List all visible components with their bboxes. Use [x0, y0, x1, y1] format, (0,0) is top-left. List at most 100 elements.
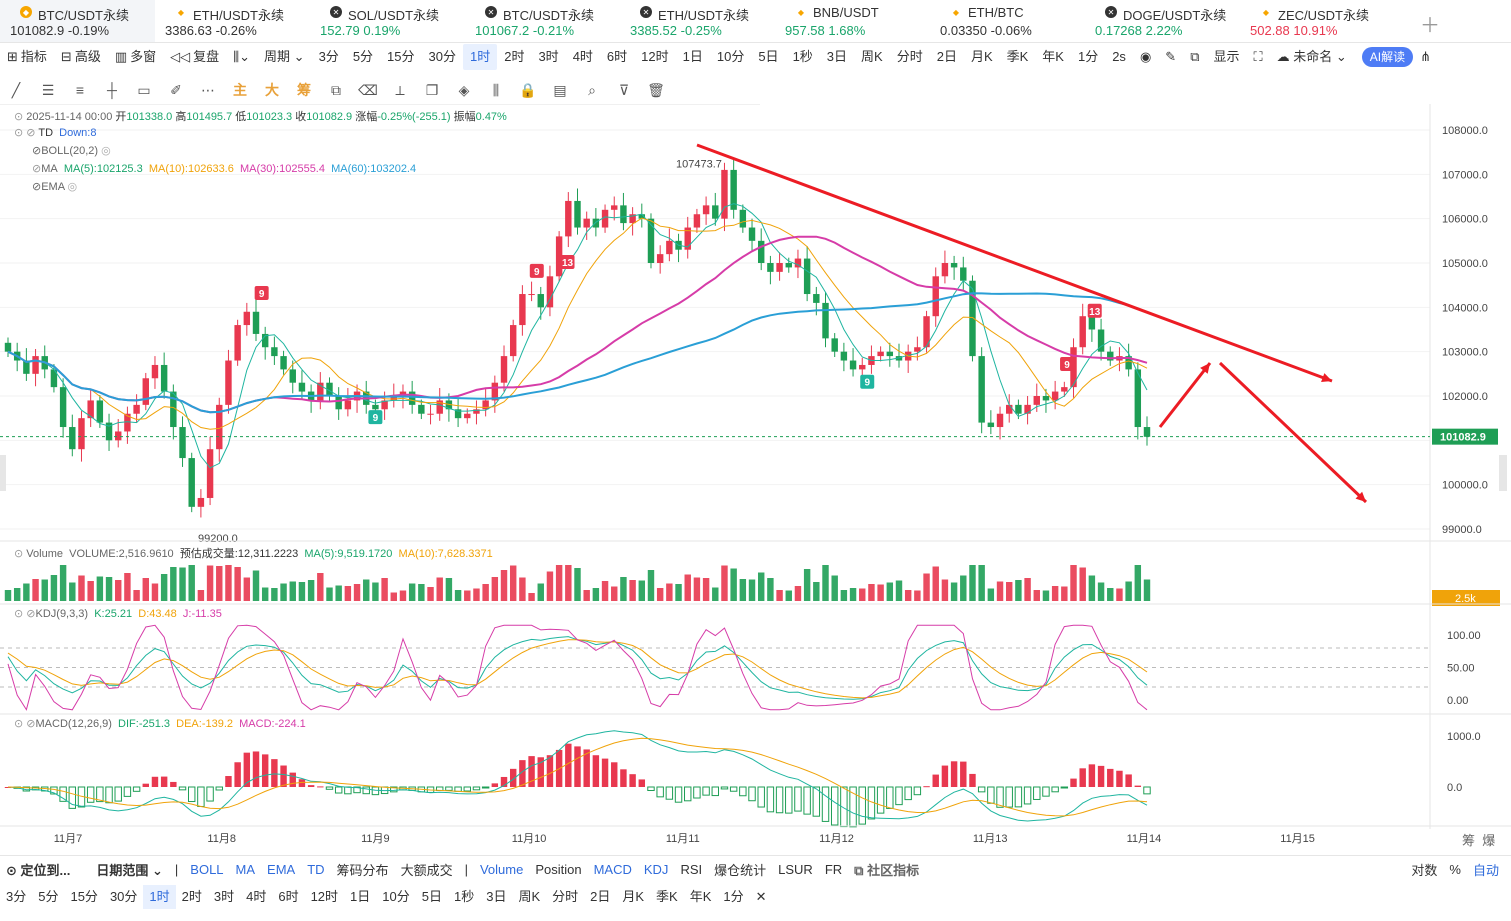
- interval-3[interactable]: 30分: [428, 49, 456, 64]
- interval-4[interactable]: 1时: [462, 44, 498, 70]
- snapshot-icon[interactable]: ⧉: [331, 81, 341, 98]
- interval-18[interactable]: 月K: [970, 49, 993, 64]
- toolbar-multi-window[interactable]: ▥ 多窗: [108, 44, 163, 70]
- interval-0[interactable]: 3分: [318, 49, 339, 64]
- ticker-tab-7[interactable]: ✕ DOGE/USDT永续 0.17268 2.22%: [1085, 0, 1240, 42]
- trend-line-icon[interactable]: ╱: [11, 81, 21, 98]
- scale-option-1[interactable]: %: [1449, 861, 1461, 877]
- period-18[interactable]: 月K: [622, 889, 645, 904]
- period-4[interactable]: 1时: [143, 885, 176, 909]
- fullscreen-icon[interactable]: ⛶: [1253, 49, 1263, 64]
- main-indicator-0[interactable]: BOLL: [190, 861, 224, 877]
- ticker-tab-2[interactable]: ✕ SOL/USDT永续 152.79 0.19%: [310, 0, 465, 42]
- interval-11[interactable]: 10分: [716, 49, 745, 64]
- parallel-icon[interactable]: ☰: [41, 81, 55, 98]
- period-21[interactable]: 1分: [723, 889, 744, 904]
- interval-17[interactable]: 2日: [936, 49, 957, 64]
- fib-icon[interactable]: ≡: [75, 82, 85, 98]
- ma-legend[interactable]: ⊘MA MA(5):102125.3 MA(10):102633.6 MA(30…: [32, 163, 417, 175]
- interval-1[interactable]: 5分: [352, 49, 374, 64]
- overlay-tool-1[interactable]: 大: [265, 82, 279, 98]
- downtrend-line[interactable]: [696, 143, 1333, 383]
- sub-indicator-2[interactable]: MACD: [593, 861, 632, 877]
- main-indicator-5[interactable]: 大额成交: [400, 862, 453, 878]
- sub-indicator-6[interactable]: LSUR: [778, 861, 813, 877]
- toolbar-advanced[interactable]: ⊟ 高级: [54, 44, 108, 70]
- price-chart[interactable]: 108000.0 107000.0 106000.0 105000.0 104000.0…: [0, 104, 1511, 854]
- period-dropdown[interactable]: 周期 ⌄: [264, 49, 305, 64]
- interval-13[interactable]: 1秒: [792, 49, 813, 64]
- period-19[interactable]: 季K: [656, 889, 678, 904]
- eraser-icon[interactable]: ⌫: [358, 81, 378, 98]
- overlay-tool-2[interactable]: 筹: [297, 82, 311, 98]
- note-icon[interactable]: ▤: [553, 81, 567, 98]
- sub-indicator-5[interactable]: 爆仓统计: [714, 862, 767, 878]
- left-scroll-handle[interactable]: [0, 455, 6, 491]
- period-7[interactable]: 4时: [246, 889, 267, 904]
- ticker-tab-3[interactable]: ✕ BTC/USDT永续 101067.2 -0.21%: [465, 0, 620, 42]
- rectangle-icon[interactable]: ▭: [137, 81, 151, 98]
- main-indicator-1[interactable]: MA: [235, 861, 256, 877]
- td-legend[interactable]: ⊙ ⊘ TD Down:8: [14, 127, 97, 139]
- interval-14[interactable]: 3日: [826, 49, 848, 64]
- period-13[interactable]: 1秒: [453, 889, 475, 904]
- toolbar-replay[interactable]: ◁◁ 复盘: [163, 44, 226, 70]
- magnet-icon[interactable]: ⌕: [588, 81, 596, 98]
- sub-indicator-3[interactable]: KDJ: [643, 861, 669, 877]
- period-10[interactable]: 1日: [350, 889, 371, 904]
- interval-10[interactable]: 1日: [682, 49, 703, 64]
- more-tools-icon[interactable]: ⋯: [201, 81, 215, 98]
- main-indicator-2[interactable]: EMA: [267, 861, 296, 877]
- interval-12[interactable]: 5日: [758, 49, 779, 64]
- ai-analysis-button[interactable]: AI解读: [1361, 47, 1414, 67]
- boll-legend[interactable]: ⊘BOLL(20,2) ◎: [32, 145, 111, 157]
- toolbar-chart-indicator[interactable]: ⊞ 指标: [0, 44, 54, 70]
- interval-9[interactable]: 12时: [641, 49, 669, 64]
- ticker-tab-5[interactable]: ◆ BNB/USDT 957.58 1.68%: [775, 0, 930, 42]
- period-12[interactable]: 5日: [421, 889, 442, 904]
- drop-arrow[interactable]: [1218, 361, 1368, 504]
- period-5[interactable]: 2时: [181, 889, 202, 904]
- main-indicator-4[interactable]: 筹码分布: [336, 862, 389, 878]
- indicator-tool-icon[interactable]: ⫼: [492, 81, 500, 98]
- period-6[interactable]: 3时: [213, 889, 235, 904]
- interval-16[interactable]: 分时: [896, 49, 923, 64]
- add-ticker-icon[interactable]: ＋: [1420, 15, 1440, 37]
- interval-15[interactable]: 周K: [861, 49, 883, 64]
- interval-19[interactable]: 季K: [1006, 49, 1029, 64]
- interval-8[interactable]: 6时: [606, 49, 628, 64]
- period-20[interactable]: 年K: [689, 889, 712, 904]
- sub-indicator-4[interactable]: RSI: [680, 861, 703, 877]
- period-1[interactable]: 5分: [38, 889, 59, 904]
- chart-style-icon[interactable]: ⫼⌄: [233, 49, 251, 64]
- measure-icon[interactable]: ⟂: [395, 81, 405, 98]
- right-scroll-handle[interactable]: [1499, 455, 1507, 491]
- interval-6[interactable]: 3时: [538, 49, 559, 64]
- collapse-icon[interactable]: ⊙: [14, 111, 24, 123]
- ema-legend[interactable]: ⊘EMA ◎: [32, 181, 78, 193]
- pencil-icon[interactable]: ✎: [1165, 49, 1177, 64]
- scale-option-2[interactable]: 自动: [1472, 862, 1499, 878]
- ruler-icon[interactable]: ◈: [458, 81, 470, 98]
- copy-icon[interactable]: ❐: [425, 81, 439, 98]
- filter-icon[interactable]: ⊽: [618, 81, 630, 98]
- horizontal-line-icon[interactable]: ┼: [107, 82, 117, 98]
- sub-indicator-0[interactable]: Volume: [479, 861, 524, 877]
- trash-icon[interactable]: 🗑: [647, 81, 665, 98]
- period-15[interactable]: 周K: [518, 889, 541, 904]
- interval-20[interactable]: 年K: [1042, 49, 1064, 64]
- brush-icon[interactable]: ✐: [170, 81, 182, 98]
- overlay-tool-0[interactable]: 主: [233, 82, 247, 98]
- share-icon[interactable]: ⋔: [1420, 49, 1432, 64]
- interval-2[interactable]: 15分: [387, 49, 415, 64]
- popout-icon[interactable]: ⧉: [1190, 49, 1200, 64]
- locate-button[interactable]: ⊙ 定位到...: [6, 862, 71, 878]
- period-8[interactable]: 6时: [278, 889, 299, 904]
- sub-indicator-7[interactable]: FR: [824, 861, 843, 877]
- ticker-tab-0[interactable]: ◆ BTC/USDT永续 101082.9 -0.19%: [0, 0, 155, 42]
- period-2[interactable]: 15分: [70, 889, 98, 904]
- scale-option-0[interactable]: 对数: [1411, 862, 1438, 878]
- period-3[interactable]: 30分: [109, 889, 138, 904]
- date-range-dropdown[interactable]: 日期范围 ⌄: [96, 862, 163, 878]
- layout-dropdown[interactable]: ☁ 未命名 ⌄: [1276, 49, 1347, 64]
